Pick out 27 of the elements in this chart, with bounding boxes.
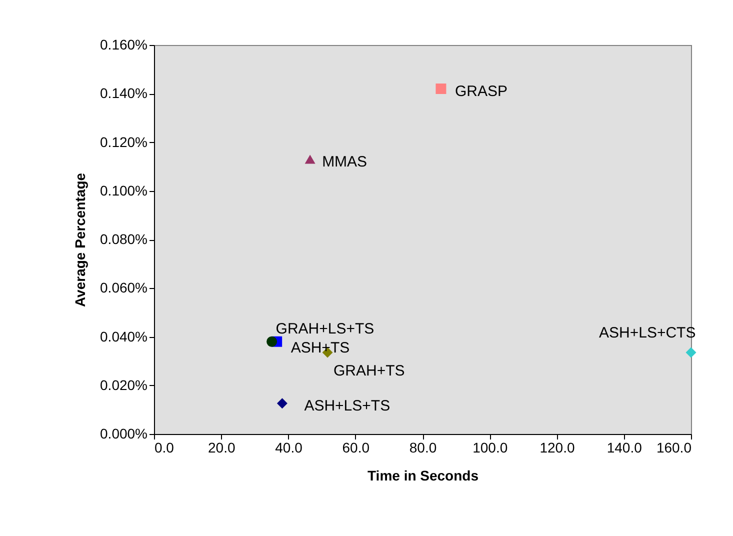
y-tick-label: 0.080% — [100, 231, 148, 247]
y-axis-title: Average Percentage — [72, 172, 88, 308]
y-tick-label: 0.020% — [100, 376, 148, 393]
x-tick-label: 160.0 — [656, 440, 692, 456]
series-label: ASH+LS+CTS — [599, 324, 696, 342]
series-label: ASH+TS — [290, 340, 350, 357]
x-tick-label: 60.0 — [342, 440, 370, 456]
x-tick-label: 100.0 — [472, 440, 508, 456]
series-label: GRAH+LS+TS — [276, 320, 374, 338]
x-tick-label: 120.0 — [540, 440, 575, 456]
series-label: ASH+LS+TS — [304, 397, 390, 414]
x-tick-label: 140.0 — [606, 440, 642, 456]
x-axis-title: Time in Seconds — [368, 468, 479, 484]
y-tick-label: 0.120% — [100, 134, 148, 150]
x-tick-label: 80.0 — [409, 440, 437, 456]
y-tick-label: 0.060% — [100, 280, 148, 296]
y-tick-label: 0.040% — [100, 328, 148, 344]
series-label: GRAH+TS — [334, 362, 405, 380]
y-tick-label: 0.140% — [100, 85, 148, 102]
x-tick-label: 20.0 — [208, 440, 236, 456]
series-label: GRASP — [454, 82, 508, 100]
y-tick-label: 0.100% — [100, 182, 148, 198]
x-tick-label: 40.0 — [275, 440, 303, 456]
y-tick-label: 0.000% — [100, 426, 148, 442]
y-tick-label: 0.160% — [100, 36, 148, 52]
x-tick-label: 0.0 — [154, 440, 174, 456]
series-label: MMAS — [322, 153, 368, 170]
